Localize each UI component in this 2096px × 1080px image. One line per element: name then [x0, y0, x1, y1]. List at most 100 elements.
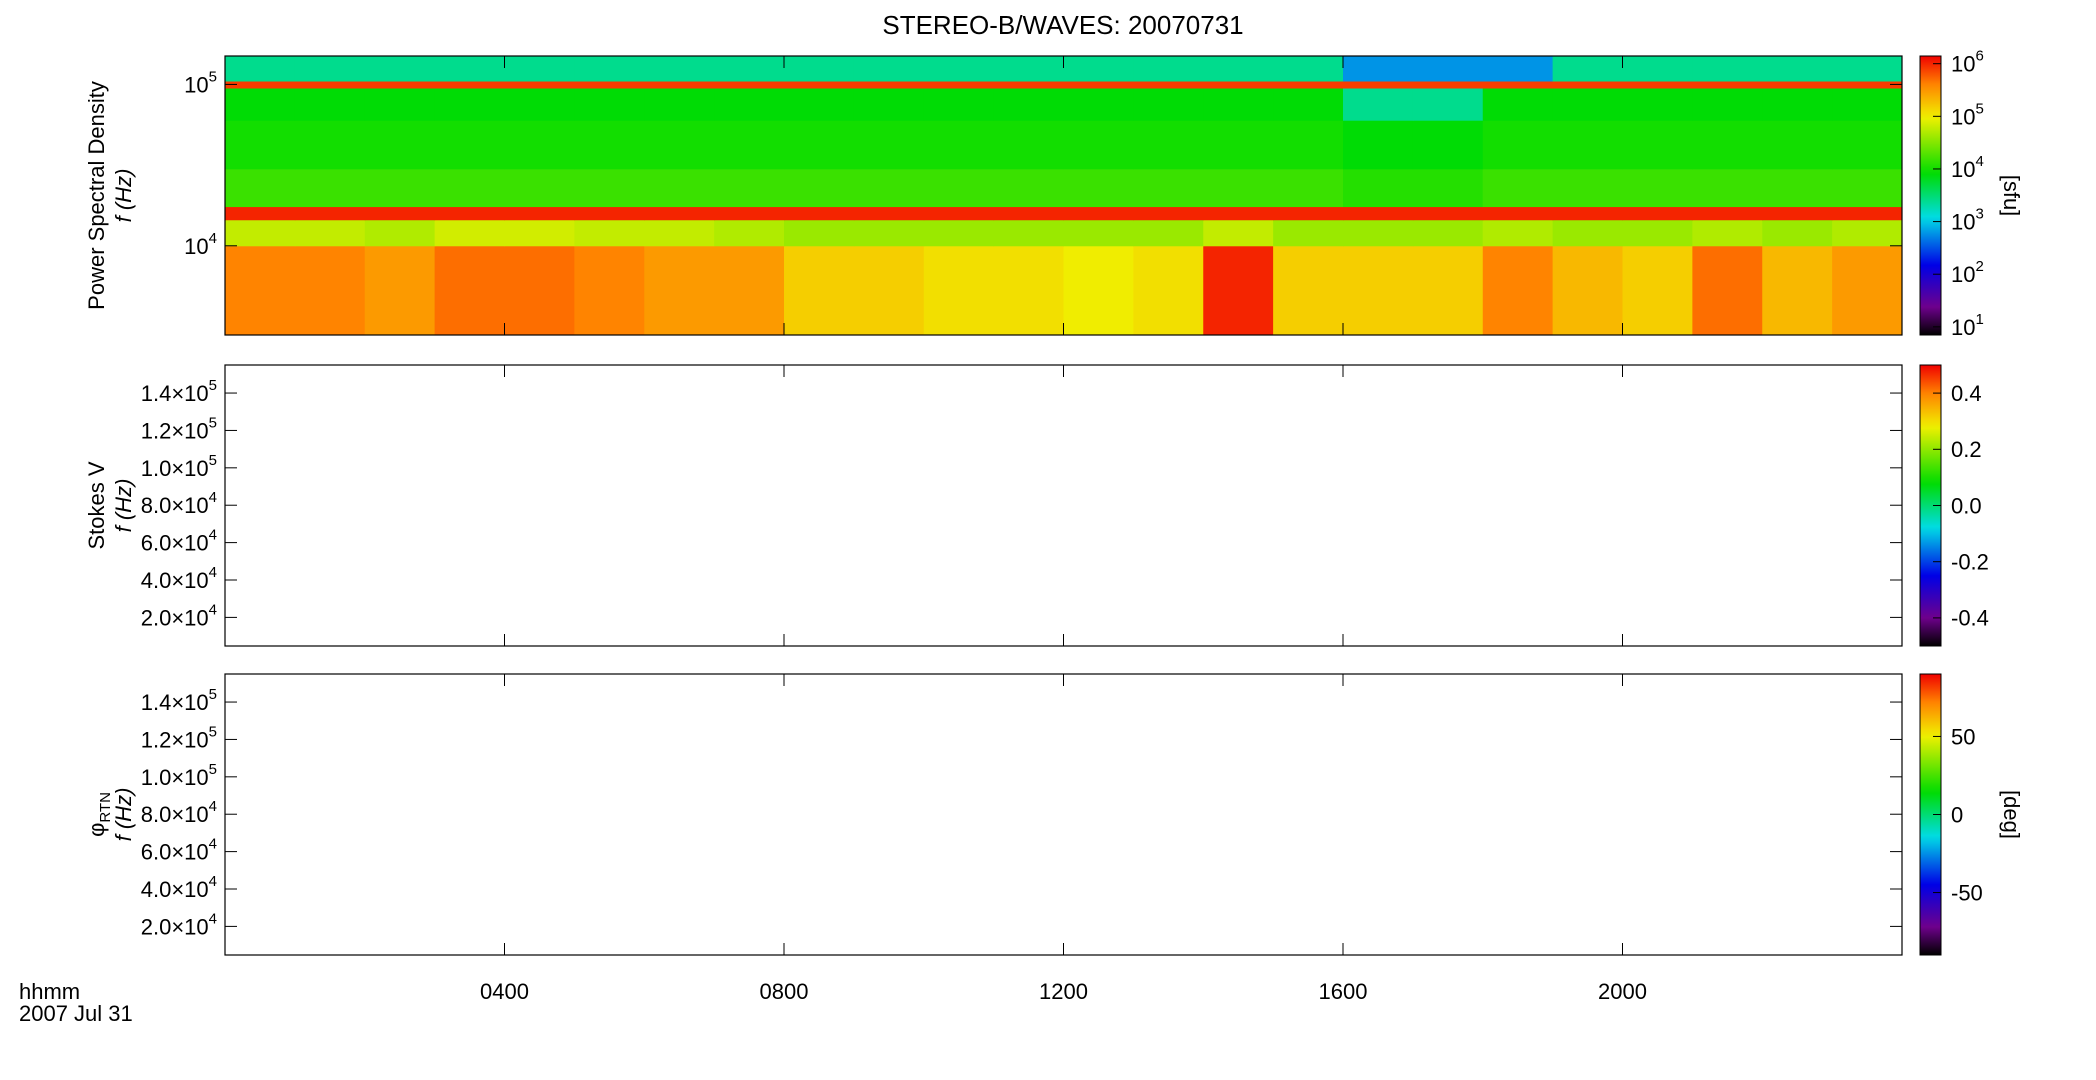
- heatmap-cell: [1203, 245, 1274, 336]
- y-tick-label: 1.0×105: [141, 761, 217, 790]
- y-tick-label: 8.0×104: [141, 798, 217, 827]
- heatmap-cell: [784, 245, 855, 336]
- heatmap-cell: [1622, 245, 1693, 336]
- colorbar-tick-label-base: 0.0: [1951, 493, 1982, 518]
- y-axis-label-text: Power Spectral Density: [84, 81, 109, 310]
- heatmap-cell: [1692, 219, 1763, 247]
- heatmap-cell: [853, 168, 925, 208]
- heatmap-cell: [1203, 80, 1274, 89]
- y-tick-label-sup: 5: [209, 377, 217, 394]
- colorbar-tick-label-base: 10: [1951, 104, 1975, 129]
- heatmap-cell: [364, 56, 436, 82]
- colorbar-tick-label: 0.2: [1951, 437, 1982, 462]
- heatmap-cell: [1343, 88, 1414, 121]
- heatmap-cell: [225, 245, 296, 336]
- heatmap-cell: [1203, 88, 1274, 121]
- y-tick-label-sup: 5: [209, 761, 217, 778]
- y-tick-label-base: 1.2×10: [141, 418, 209, 443]
- heatmap-cell: [993, 168, 1064, 208]
- heatmap-cell: [1762, 206, 1833, 221]
- heatmap-cell: [364, 245, 436, 336]
- heatmap-cell: [1692, 88, 1763, 121]
- heatmap-cell: [923, 88, 995, 121]
- heatmap-cell: [853, 245, 925, 336]
- heatmap-cell: [1133, 56, 1204, 82]
- heatmap-cell: [1273, 245, 1344, 336]
- heatmap-cell: [644, 206, 715, 221]
- heatmap-cell: [1273, 219, 1344, 247]
- x-tick-label: 0800: [760, 979, 809, 1004]
- heatmap-cell: [1622, 88, 1693, 121]
- heatmap-cell: [784, 219, 855, 247]
- y-tick-label-base: 10: [184, 234, 208, 259]
- heatmap-cell: [1832, 168, 1903, 208]
- heatmap-cell: [923, 219, 995, 247]
- heatmap-cell: [225, 206, 296, 221]
- heatmap-cell: [1133, 80, 1204, 89]
- colorbar-tick-label-base: 10: [1951, 209, 1975, 234]
- heatmap-cell: [1832, 206, 1903, 221]
- heatmap-cell: [1203, 206, 1274, 221]
- heatmap-cell: [1063, 88, 1134, 121]
- y-tick-label-base: 1.2×10: [141, 727, 209, 752]
- heatmap-cell: [1762, 245, 1833, 336]
- heatmap-cell: [923, 206, 995, 221]
- heatmap-cell: [434, 80, 505, 89]
- chart-title: STEREO-B/WAVES: 20070731: [882, 10, 1243, 40]
- heatmap-cell: [644, 245, 715, 336]
- heatmap-cell: [993, 206, 1064, 221]
- heatmap-cell: [434, 168, 505, 208]
- heatmap-cell: [714, 80, 785, 89]
- heatmap-cell: [1622, 206, 1693, 221]
- heatmap-cell: [1412, 206, 1484, 221]
- heatmap-cell: [714, 88, 785, 121]
- heatmap-cell: [784, 80, 855, 89]
- heatmap-cell: [1412, 120, 1484, 170]
- colorbar-tick-label: -0.2: [1951, 550, 1989, 575]
- colorbar-tick-label: 104: [1951, 153, 1984, 182]
- heatmap-cell: [784, 168, 855, 208]
- heatmap-cell: [784, 120, 855, 170]
- heatmap-cell: [1412, 88, 1484, 121]
- heatmap-cell: [1832, 56, 1903, 82]
- heatmap-cell: [1692, 120, 1763, 170]
- y-tick-label-sup: 4: [209, 910, 217, 927]
- heatmap-cell: [1692, 206, 1763, 221]
- colorbar-tick-label-sup: 3: [1975, 206, 1983, 223]
- heatmap-cell: [1762, 120, 1833, 170]
- y-tick-label-sup: 5: [209, 68, 217, 85]
- y-tick-label-sup: 4: [209, 527, 217, 544]
- heatmap-cell: [225, 219, 296, 247]
- heatmap-cell: [1832, 120, 1903, 170]
- colorbar-tick-label-base: 10: [1951, 315, 1975, 340]
- heatmap-cell: [1343, 56, 1414, 82]
- heatmap-cell: [853, 120, 925, 170]
- x-tick-label: 1200: [1039, 979, 1088, 1004]
- x-tick-label-base: 1200: [1039, 979, 1088, 1004]
- heatmap-cell: [1343, 168, 1414, 208]
- heatmap-cell: [1063, 56, 1134, 82]
- heatmap-cell: [784, 56, 855, 82]
- heatmap-cell: [853, 206, 925, 221]
- heatmap-cell: [1552, 56, 1623, 82]
- heatmap-cell: [923, 120, 995, 170]
- heatmap-cell: [574, 206, 645, 221]
- heatmap-cell: [434, 120, 505, 170]
- colorbar-tick-label: 0.4: [1951, 381, 1982, 406]
- y-tick-label-base: 4.0×10: [141, 877, 209, 902]
- colorbar-tick-label-sup: 5: [1975, 100, 1983, 117]
- colorbar-tick-label: 106: [1951, 48, 1984, 77]
- heatmap-cell: [504, 219, 575, 247]
- heatmap-cell: [504, 120, 575, 170]
- heatmap-cell: [993, 80, 1064, 89]
- heatmap-cell: [1482, 56, 1554, 82]
- heatmap-cell: [1412, 80, 1484, 89]
- colorbar-tick-label: 105: [1951, 100, 1984, 129]
- heatmap-cell: [504, 245, 575, 336]
- y-tick-label: 6.0×104: [141, 836, 217, 865]
- heatmap-cell: [714, 206, 785, 221]
- heatmap-cell: [434, 206, 505, 221]
- heatmap-cell: [993, 56, 1064, 82]
- y-tick-label-sup: 4: [209, 873, 217, 890]
